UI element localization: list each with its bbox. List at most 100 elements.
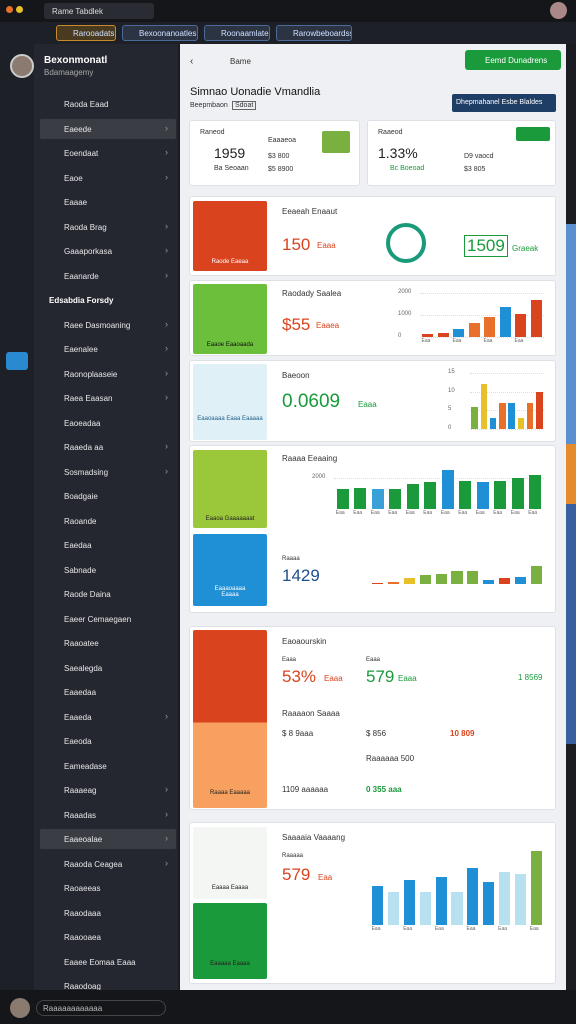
- sidebar-item[interactable]: Raaeda aa ›: [40, 437, 176, 457]
- avatar[interactable]: [550, 2, 567, 19]
- item-label: Eaaeda: [64, 712, 92, 722]
- panel-label: Raaaa: [282, 556, 300, 562]
- chevron: ›: [165, 343, 168, 353]
- panel: Raaaa Eaaaaa Eaoaourskin Eaaa 53% Eaaa E…: [189, 626, 556, 810]
- tile-label: Eaaaoaaaa: [214, 586, 246, 592]
- sidebar-item[interactable]: Raaodoag: [40, 976, 176, 996]
- sidebar-item[interactable]: Boadgaie: [40, 486, 176, 506]
- sidebar-item[interactable]: Saealegda: [40, 658, 176, 678]
- bar: [459, 480, 472, 509]
- item-label: Eaedaa: [64, 541, 92, 550]
- bar: [453, 329, 465, 337]
- sidebar-item[interactable]: Eaeer Cemaegaen: [40, 609, 176, 629]
- grid-line: [420, 315, 544, 316]
- tab[interactable]: Bexoonanoatles: [122, 25, 198, 41]
- stat-card: Raaeod 1.33% Bc Boeoad D9 vaocd $3 805: [367, 120, 556, 186]
- bar: [498, 871, 510, 925]
- sidebar-item[interactable]: Eaenalee ›: [40, 339, 176, 359]
- value: 0 355 aaa: [366, 785, 402, 794]
- tile: Eaaaa Eaaaa: [193, 827, 267, 899]
- sidebar-item[interactable]: Eaanarde ›: [40, 266, 176, 286]
- user-name: Bexonmonatl: [44, 55, 108, 66]
- panel-title: Eeaeah Enaaut: [282, 207, 338, 216]
- bar: [514, 874, 526, 925]
- sidebar-item[interactable]: Raaoatee: [40, 633, 176, 653]
- tile: Eaaoa Gaaaaaaat: [193, 450, 267, 528]
- sidebar-item[interactable]: Eaaeda ›: [40, 707, 176, 727]
- bar: [499, 402, 506, 429]
- sidebar-item[interactable]: Raaoda Ceagea ›: [40, 854, 176, 874]
- sidebar-item[interactable]: Eoendaat ›: [40, 143, 176, 163]
- unit: Eaa: [318, 873, 333, 882]
- bar: [484, 317, 496, 337]
- sidebar-item[interactable]: Eaedaa: [40, 535, 176, 555]
- item-label: Raaadas: [64, 810, 97, 820]
- stat-icon: [516, 127, 550, 141]
- sidebar-item[interactable]: Raoda Brag ›: [40, 217, 176, 237]
- value: 1 8569: [518, 673, 543, 682]
- tab[interactable]: Rarowbeboardss: [276, 25, 352, 41]
- bar: [494, 480, 507, 509]
- item-label: Eaeoda: [64, 737, 92, 746]
- chevron: ›: [165, 171, 168, 182]
- bar: [441, 469, 454, 509]
- y-tick-label: 10: [448, 387, 455, 394]
- sidebar-item[interactable]: Eaaedaa: [40, 682, 176, 702]
- icon: [386, 223, 426, 263]
- back[interactable]: ‹: [190, 56, 194, 67]
- sidebar-item[interactable]: Gaaaporkasa ›: [40, 241, 176, 261]
- sidebar-item[interactable]: Eaoeadaa: [40, 413, 176, 433]
- panel-value: 150: [282, 235, 311, 254]
- sidebar-item[interactable]: Raaaeag ›: [40, 780, 176, 800]
- sidebar-item[interactable]: Eaeoda: [40, 731, 176, 751]
- active-tab[interactable]: Rame Tabdlek: [44, 3, 154, 19]
- x-tick-label: Eaa: [434, 926, 444, 932]
- sidebar-item[interactable]: Raaodaaa: [40, 903, 176, 923]
- item-label: Edsabdia Forsdy: [49, 296, 114, 305]
- primary-button[interactable]: Dhepmahanel Esbe Blaldes: [452, 94, 556, 112]
- sidebar-item[interactable]: Raode Daina: [40, 584, 176, 604]
- sidebar-item[interactable]: Raonoplaaseie ›: [40, 364, 176, 384]
- sidebar-item[interactable]: Raaooaea: [40, 927, 176, 947]
- tab[interactable]: Roonaamlates: [204, 25, 270, 41]
- user-avatar[interactable]: [10, 54, 34, 78]
- panel-value: 1429: [282, 566, 320, 585]
- sidebar-item[interactable]: Raoande: [40, 511, 176, 531]
- tab[interactable]: Rarooadats: [56, 25, 116, 41]
- chevron: ›: [165, 441, 168, 451]
- x-tick-label: Eaa: [371, 926, 381, 932]
- sidebar-item[interactable]: Raoda Eaad: [40, 94, 176, 114]
- stat-line: $3 800: [268, 153, 290, 160]
- item-label: Eaaeoalae: [64, 835, 103, 844]
- sidebar-item[interactable]: Sosmadsing ›: [40, 462, 176, 482]
- item-label: Sosmadsing: [64, 467, 109, 477]
- bar: [508, 402, 515, 429]
- status-input[interactable]: Raaaaaaaaaaaa: [36, 1000, 166, 1016]
- action-button[interactable]: Eemd Dunadrens: [465, 50, 561, 70]
- sidebar-item[interactable]: Eaoe ›: [40, 168, 176, 188]
- rail-active[interactable]: [6, 352, 28, 370]
- sidebar-item[interactable]: Eameadase: [40, 756, 176, 776]
- sidebar-item[interactable]: Sabnade: [40, 560, 176, 580]
- sidebar-item[interactable]: Eaaee Eomaa Eaaa: [40, 952, 176, 972]
- panel-title: Baeoon: [282, 371, 310, 380]
- item-label: Raaodaaa: [64, 908, 101, 918]
- sidebar-item[interactable]: Eaaeoalae ›: [40, 829, 176, 849]
- bar: [372, 582, 384, 584]
- item-label: Raaoatee: [64, 639, 99, 648]
- sidebar-item[interactable]: Eaeede ›: [40, 118, 176, 139]
- bar: [498, 578, 510, 584]
- sidebar-item[interactable]: Raea Eaasan ›: [40, 388, 176, 408]
- mini-chart: 0 5 10 15: [448, 369, 544, 431]
- item-label: Boadgaie: [64, 492, 98, 501]
- tile-label: Eaaaa: [221, 592, 239, 598]
- avatar[interactable]: [10, 998, 30, 1018]
- bar: [530, 851, 542, 925]
- y-tick-label: 2000: [398, 289, 412, 295]
- x-tick-label: Eaa: [440, 510, 450, 516]
- sidebar-item[interactable]: Raoaeeas: [40, 878, 176, 898]
- x-tick-label: Eaa: [452, 338, 462, 344]
- sidebar-item[interactable]: Eaaae: [40, 192, 176, 212]
- sidebar-item[interactable]: Raee Dasmoaning ›: [40, 315, 176, 335]
- sidebar-item[interactable]: Raaadas ›: [40, 805, 176, 825]
